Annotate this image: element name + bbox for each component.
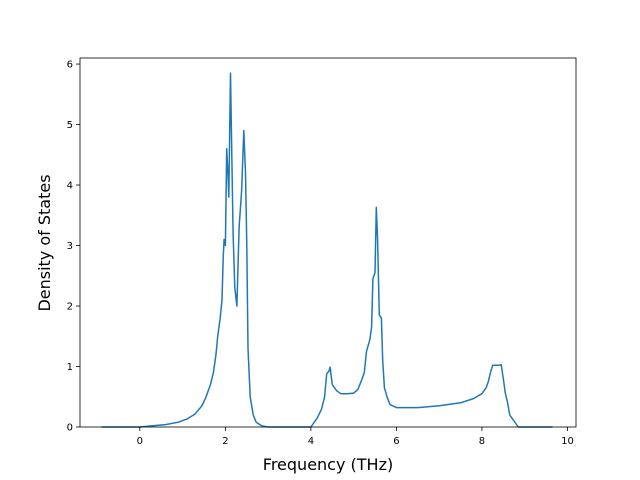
axes-frame: [79, 57, 577, 428]
x-tick-label: 10: [561, 436, 574, 447]
x-tick-label: 6: [393, 436, 399, 447]
y-tick-label: 2: [67, 302, 73, 313]
dos-series-line-0: [101, 72, 553, 428]
y-axis-label: Density of States: [35, 174, 54, 311]
x-tick-label: 8: [479, 436, 485, 447]
x-tick-label: 2: [222, 436, 228, 447]
x-tick-label: 0: [137, 436, 143, 447]
y-tick-label: 0: [67, 423, 73, 434]
y-tick-label: 4: [67, 181, 73, 192]
plot-area: [79, 57, 577, 428]
x-axis-label: Frequency (THz): [263, 455, 393, 474]
y-tick-label: 6: [67, 60, 73, 71]
x-tick-label: 4: [308, 436, 314, 447]
ticks: 0 2 4 6 8 10 0 1 2 3 4 5 6: [67, 60, 574, 447]
y-tick-label: 1: [67, 362, 73, 373]
y-tick-label: 3: [67, 241, 73, 252]
y-tick-label: 5: [67, 120, 73, 131]
